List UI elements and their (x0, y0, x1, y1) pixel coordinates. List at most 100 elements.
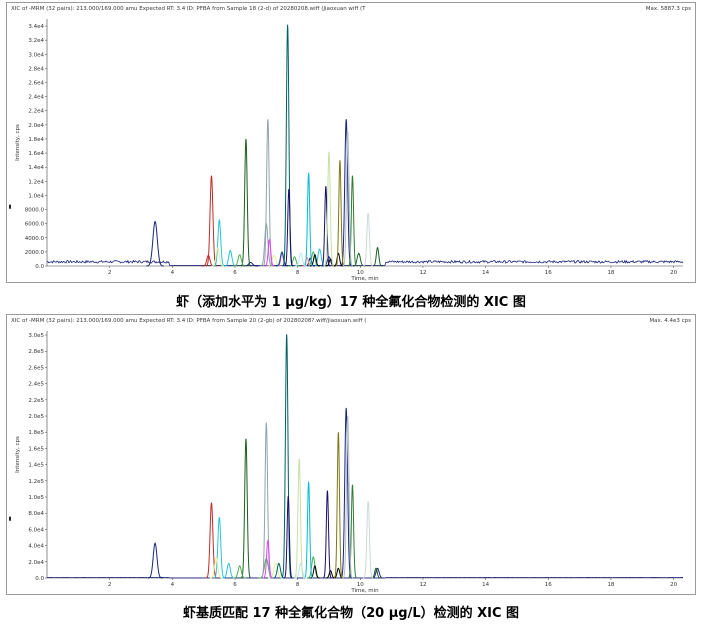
axis-marker (9, 516, 11, 521)
chromatogram-peak (262, 119, 274, 267)
y-axis-label: Intensity, cps (15, 124, 21, 161)
chart-header-text: XIC of -MRM (32 pairs): 213.000/169.000 … (11, 318, 366, 324)
x-tick-label: 20 (670, 270, 677, 276)
chromatogram-peak (342, 131, 353, 267)
chromatogram-peak (205, 502, 218, 579)
x-tick-label: 14 (482, 582, 489, 588)
chromatogram-peak (262, 539, 273, 579)
chromatogram-peak (211, 246, 225, 267)
x-tick-label: 6 (233, 270, 237, 276)
chromatogram-peak (322, 490, 332, 579)
chromatogram-peak (294, 562, 308, 579)
x-tick-label: 4 (171, 582, 175, 588)
chromatogram-peak (309, 254, 320, 267)
y-tick-label: 8000.0 (25, 208, 45, 214)
chromatogram-peak (281, 334, 292, 579)
y-tick-label: 2.6e4 (28, 81, 44, 87)
axis-marker (9, 204, 11, 209)
chromatogram-peak (347, 175, 357, 267)
chart-max-cps: Max. 5887.3 cps (646, 6, 691, 12)
x-tick-label: 12 (419, 582, 426, 588)
chromatogram-peak (333, 432, 343, 579)
chromatogram-peak (372, 246, 383, 267)
chromatogram-peak (363, 212, 374, 267)
chromatogram-peak (284, 189, 294, 267)
chromatogram-peak (272, 562, 286, 579)
x-tick-label: 18 (607, 582, 614, 588)
caption-bottom: 虾基质匹配 17 种全氟化合物（20 μg/L）检测的 XIC 图 (182, 606, 520, 621)
chromatogram-peak (335, 160, 345, 267)
chromatogram-peak (205, 175, 218, 267)
x-tick-label: 2 (108, 270, 112, 276)
y-tick-label: 1.2e5 (28, 479, 44, 485)
y-tick-label: 2.0e4 (28, 123, 44, 129)
x-tick-label: 16 (545, 582, 552, 588)
y-tick-label: 1.6e5 (28, 446, 44, 452)
y-tick-label: 1.8e4 (28, 137, 44, 143)
chromatogram-peak (294, 252, 308, 267)
y-tick-label: 1.2e4 (28, 179, 44, 185)
y-tick-label: 2.0e4 (28, 560, 44, 566)
chromatogram-peak (313, 248, 326, 267)
chromatogram-peak (147, 542, 163, 579)
chromatogram-peak (240, 438, 252, 579)
y-tick-label: 2000.0 (25, 250, 45, 256)
y-tick-label: 1.8e5 (28, 430, 44, 436)
x-tick-label: 10 (357, 270, 364, 276)
chromatogram-peak (325, 570, 336, 579)
x-tick-label: 20 (670, 582, 677, 588)
chromatogram-peak (260, 222, 273, 267)
chromatogram-peak (288, 256, 301, 267)
y-tick-label: 2.2e4 (28, 109, 44, 115)
y-axis-label: Intensity, cps (15, 436, 21, 473)
chromatogram-peak (233, 565, 246, 579)
y-tick-label: 0.0 (35, 264, 44, 270)
y-tick-label: 1.0e4 (28, 193, 44, 199)
x-tick-label: 6 (233, 582, 237, 588)
chromatogram-peak (264, 238, 275, 267)
y-tick-label: 4000.0 (25, 236, 45, 242)
chromatogram-peak (323, 151, 335, 267)
chart-max-cps: Max. 4.4e3 cps (649, 318, 691, 324)
baseline-trace (46, 259, 684, 266)
chromatogram-peak (213, 218, 225, 267)
y-tick-label: 4.0e4 (28, 544, 44, 550)
chromatogram-peak (146, 220, 164, 267)
y-tick-label: 2.8e5 (28, 349, 44, 355)
y-tick-label: 1.6e4 (28, 151, 44, 157)
chromatogram-peak (209, 556, 223, 579)
y-tick-label: 3.0e5 (28, 333, 44, 339)
y-tick-label: 0.0 (35, 576, 44, 582)
chromatogram-peak (275, 251, 289, 267)
chromatogram-peak (309, 565, 320, 579)
caption-top: 虾（添加水平为 1 μg/kg）17 种全氟化合物检测的 XIC 图 (176, 295, 526, 310)
y-tick-label: 2.8e4 (28, 66, 44, 72)
x-axis-label: Time, min (350, 588, 379, 594)
baseline-trace (46, 576, 683, 579)
y-tick-label: 3.4e4 (28, 24, 44, 30)
y-tick-label: 2.2e5 (28, 398, 44, 404)
y-tick-label: 3.0e4 (28, 52, 44, 58)
x-tick-label: 18 (607, 270, 614, 276)
y-tick-label: 6000.0 (25, 222, 45, 228)
x-tick-label: 4 (171, 270, 175, 276)
y-tick-label: 3.2e4 (28, 38, 44, 44)
y-tick-label: 1.4e4 (28, 165, 44, 171)
chromatogram-peak (352, 252, 366, 267)
y-tick-label: 8.0e4 (28, 511, 44, 517)
chromatogram-peak (222, 562, 235, 579)
x-tick-label: 16 (545, 270, 552, 276)
chromatogram-panel-1: XIC of -MRM (32 pairs): 213.000/169.000 … (6, 2, 696, 283)
y-tick-label: 6.0e4 (28, 527, 44, 533)
x-tick-label: 8 (296, 270, 300, 276)
chromatogram-peak (233, 254, 246, 267)
chromatogram-peak (240, 138, 252, 267)
y-tick-label: 2.4e4 (28, 95, 44, 101)
chromatogram-peak (342, 415, 353, 579)
xic-chart-2: XIC of -MRM (32 pairs): 213.000/169.000 … (9, 318, 691, 594)
chromatogram-panel-2: XIC of -MRM (32 pairs): 213.000/169.000 … (6, 314, 696, 595)
chromatogram-peak (304, 172, 314, 267)
x-tick-label: 12 (419, 270, 426, 276)
chromatogram-peak (294, 458, 305, 579)
y-tick-label: 2.6e5 (28, 365, 44, 371)
